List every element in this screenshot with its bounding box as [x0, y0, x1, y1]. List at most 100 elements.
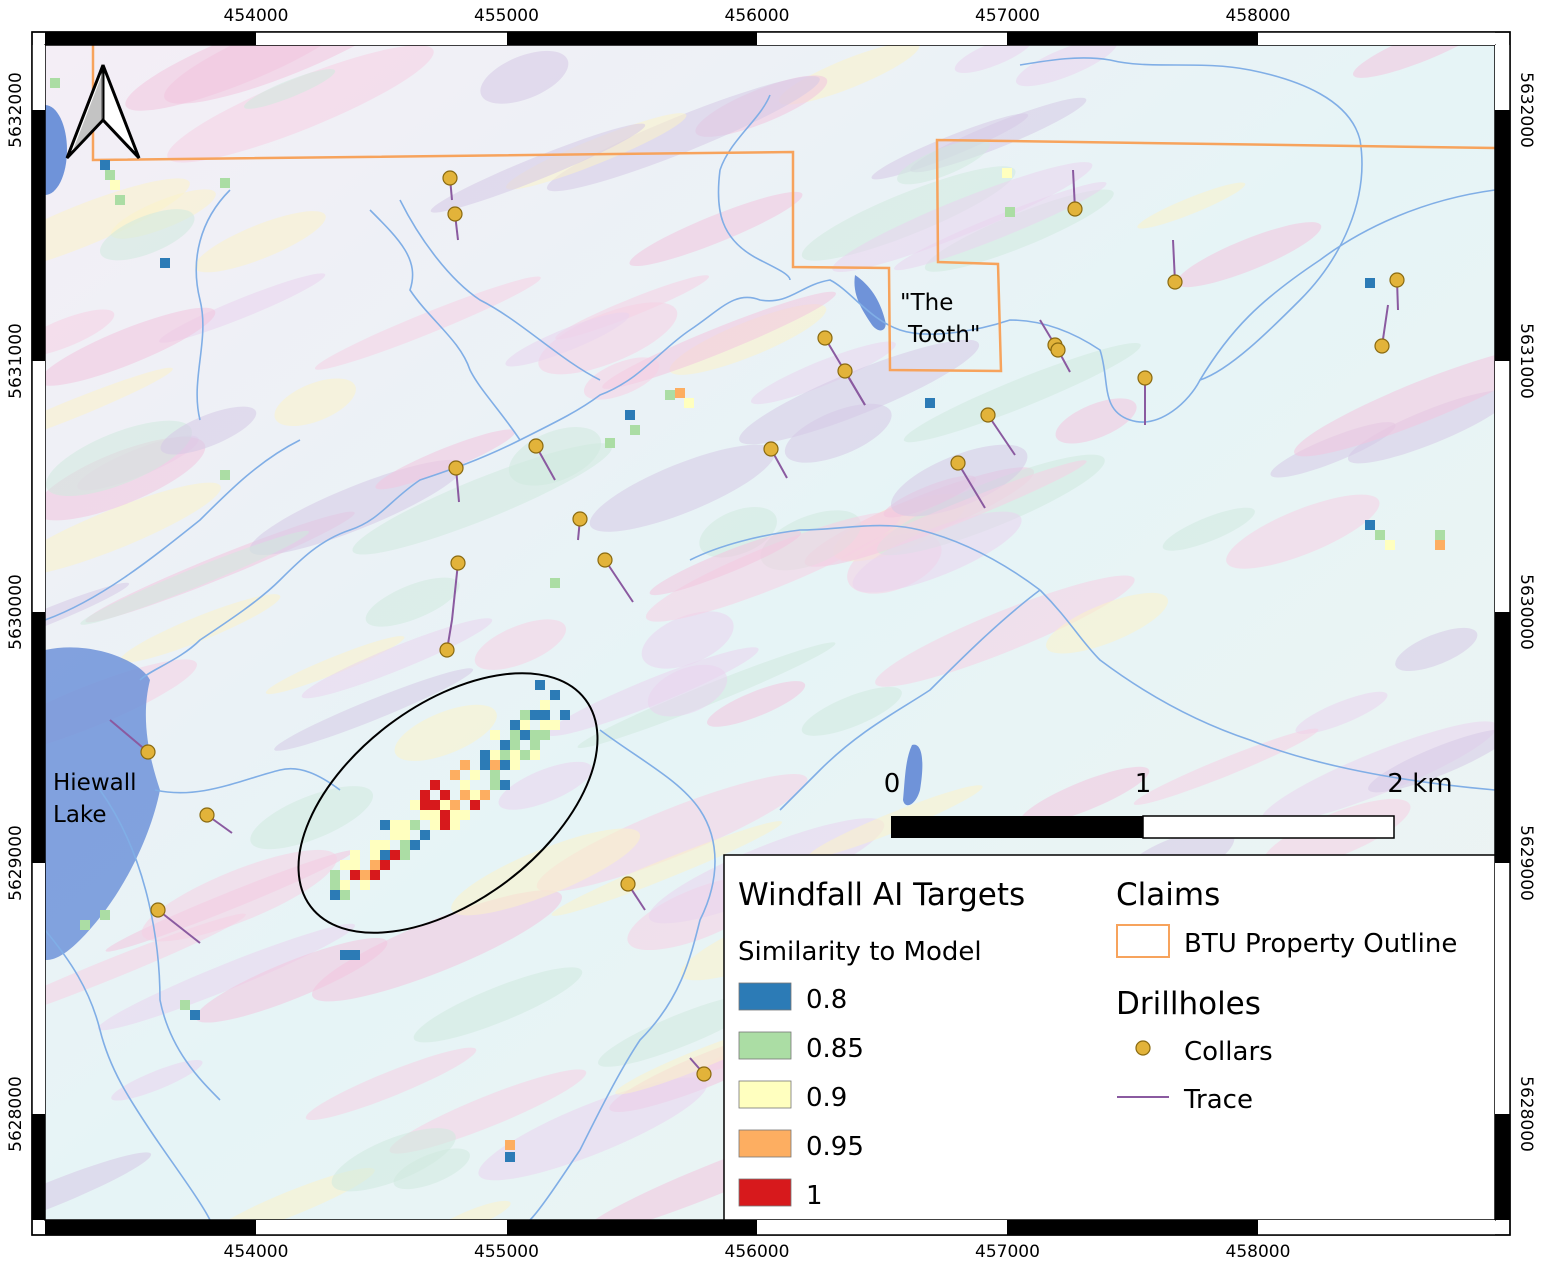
- target-cell: [430, 810, 440, 820]
- band: [478, 1077, 708, 1181]
- drillholes: [109, 169, 1405, 1082]
- band: [120, 594, 281, 663]
- target-cell: [450, 820, 460, 830]
- target-cell: [530, 730, 540, 740]
- target-cell: [340, 880, 350, 890]
- drill-collar: [696, 1066, 712, 1082]
- target-cell: [340, 860, 350, 870]
- target-cell: [605, 438, 615, 448]
- target-cell: [490, 780, 500, 790]
- band: [160, 406, 257, 455]
- band: [645, 511, 901, 622]
- target-cell: [540, 700, 550, 710]
- target-cell: [530, 710, 540, 720]
- band: [480, 50, 569, 104]
- place-label: Lake: [53, 802, 107, 828]
- target-cell: [470, 800, 480, 810]
- band: [125, 45, 353, 111]
- target-cell: [684, 398, 694, 408]
- band: [875, 575, 1135, 687]
- river: [195, 189, 231, 421]
- band: [1295, 691, 1388, 734]
- band: [1368, 729, 1495, 793]
- northing-label: 5630000: [1516, 574, 1536, 650]
- band: [1162, 507, 1255, 551]
- drill-collar: [597, 552, 613, 568]
- target-cell: [510, 750, 520, 760]
- target-cell: [390, 830, 400, 840]
- band: [1226, 494, 1380, 569]
- northing-label: 5629000: [6, 825, 26, 901]
- band: [1347, 390, 1495, 464]
- target-cell: [380, 860, 390, 870]
- drill-collar: [1067, 201, 1083, 217]
- band: [194, 211, 326, 273]
- band: [954, 45, 1034, 73]
- legend: Windfall AI Targets Similarity to Model …: [723, 854, 1495, 1220]
- frame-segment: [757, 32, 1007, 45]
- place-label: Hiewall: [53, 770, 137, 796]
- scale-bar-white: [1142, 815, 1395, 839]
- target-cell: [1365, 520, 1375, 530]
- band: [750, 341, 896, 405]
- band: [99, 209, 195, 261]
- drill-trace: [451, 562, 459, 621]
- legend-swatch: [738, 1031, 792, 1060]
- target-cell: [420, 800, 430, 810]
- band: [167, 45, 434, 163]
- band: [551, 821, 783, 916]
- target-cell: [450, 800, 460, 810]
- legend-class-label: 0.95: [806, 1132, 864, 1162]
- easting-label: 457000: [975, 6, 1040, 26]
- frame-segment: [1495, 1114, 1510, 1220]
- target-cell: [490, 770, 500, 780]
- target-cell: [460, 810, 470, 820]
- river: [1039, 589, 1495, 791]
- frame-segment: [1495, 612, 1510, 863]
- frame-segment: [256, 32, 507, 45]
- target-cell: [1385, 540, 1395, 550]
- place-label: "The: [900, 290, 953, 316]
- target-cell: [675, 388, 685, 398]
- legend-classes: 0.8 0.85 0.9 0.95 1: [738, 982, 864, 1211]
- band: [45, 420, 193, 497]
- drill-collar: [150, 902, 166, 918]
- band: [1015, 45, 1118, 87]
- drill-collar: [763, 441, 779, 457]
- target-cell: [1435, 530, 1445, 540]
- target-cell: [505, 1140, 515, 1150]
- band: [649, 530, 802, 596]
- target-cell: [1005, 207, 1015, 217]
- band: [45, 913, 246, 1027]
- band: [1055, 398, 1137, 444]
- easting-label: 456000: [725, 6, 790, 26]
- target-cell: [330, 880, 340, 890]
- target-cell: [360, 880, 370, 890]
- frame-segment: [757, 1220, 1007, 1235]
- target-cell: [440, 790, 450, 800]
- target-cell: [460, 790, 470, 800]
- target-cell: [330, 890, 340, 900]
- band: [80, 530, 310, 625]
- drill-trace: [957, 462, 986, 509]
- band: [45, 178, 190, 275]
- target-cell: [1435, 540, 1445, 550]
- band: [840, 460, 1087, 562]
- scale-bar-black: [891, 816, 1143, 838]
- legend-box: [723, 854, 1495, 1220]
- legend-collar-symbol: [1135, 1040, 1151, 1056]
- target-cell: [535, 680, 545, 690]
- target-cell: [500, 750, 510, 760]
- frame-segment: [256, 1220, 507, 1235]
- band: [45, 309, 115, 358]
- river: [519, 57, 1363, 441]
- frame-segment: [32, 1114, 45, 1220]
- target-cell: [380, 840, 390, 850]
- target-cell: [630, 425, 640, 435]
- target-cell: [665, 390, 675, 400]
- target-cell: [420, 790, 430, 800]
- target-cell: [520, 710, 530, 720]
- band: [301, 618, 493, 699]
- river: [139, 439, 521, 681]
